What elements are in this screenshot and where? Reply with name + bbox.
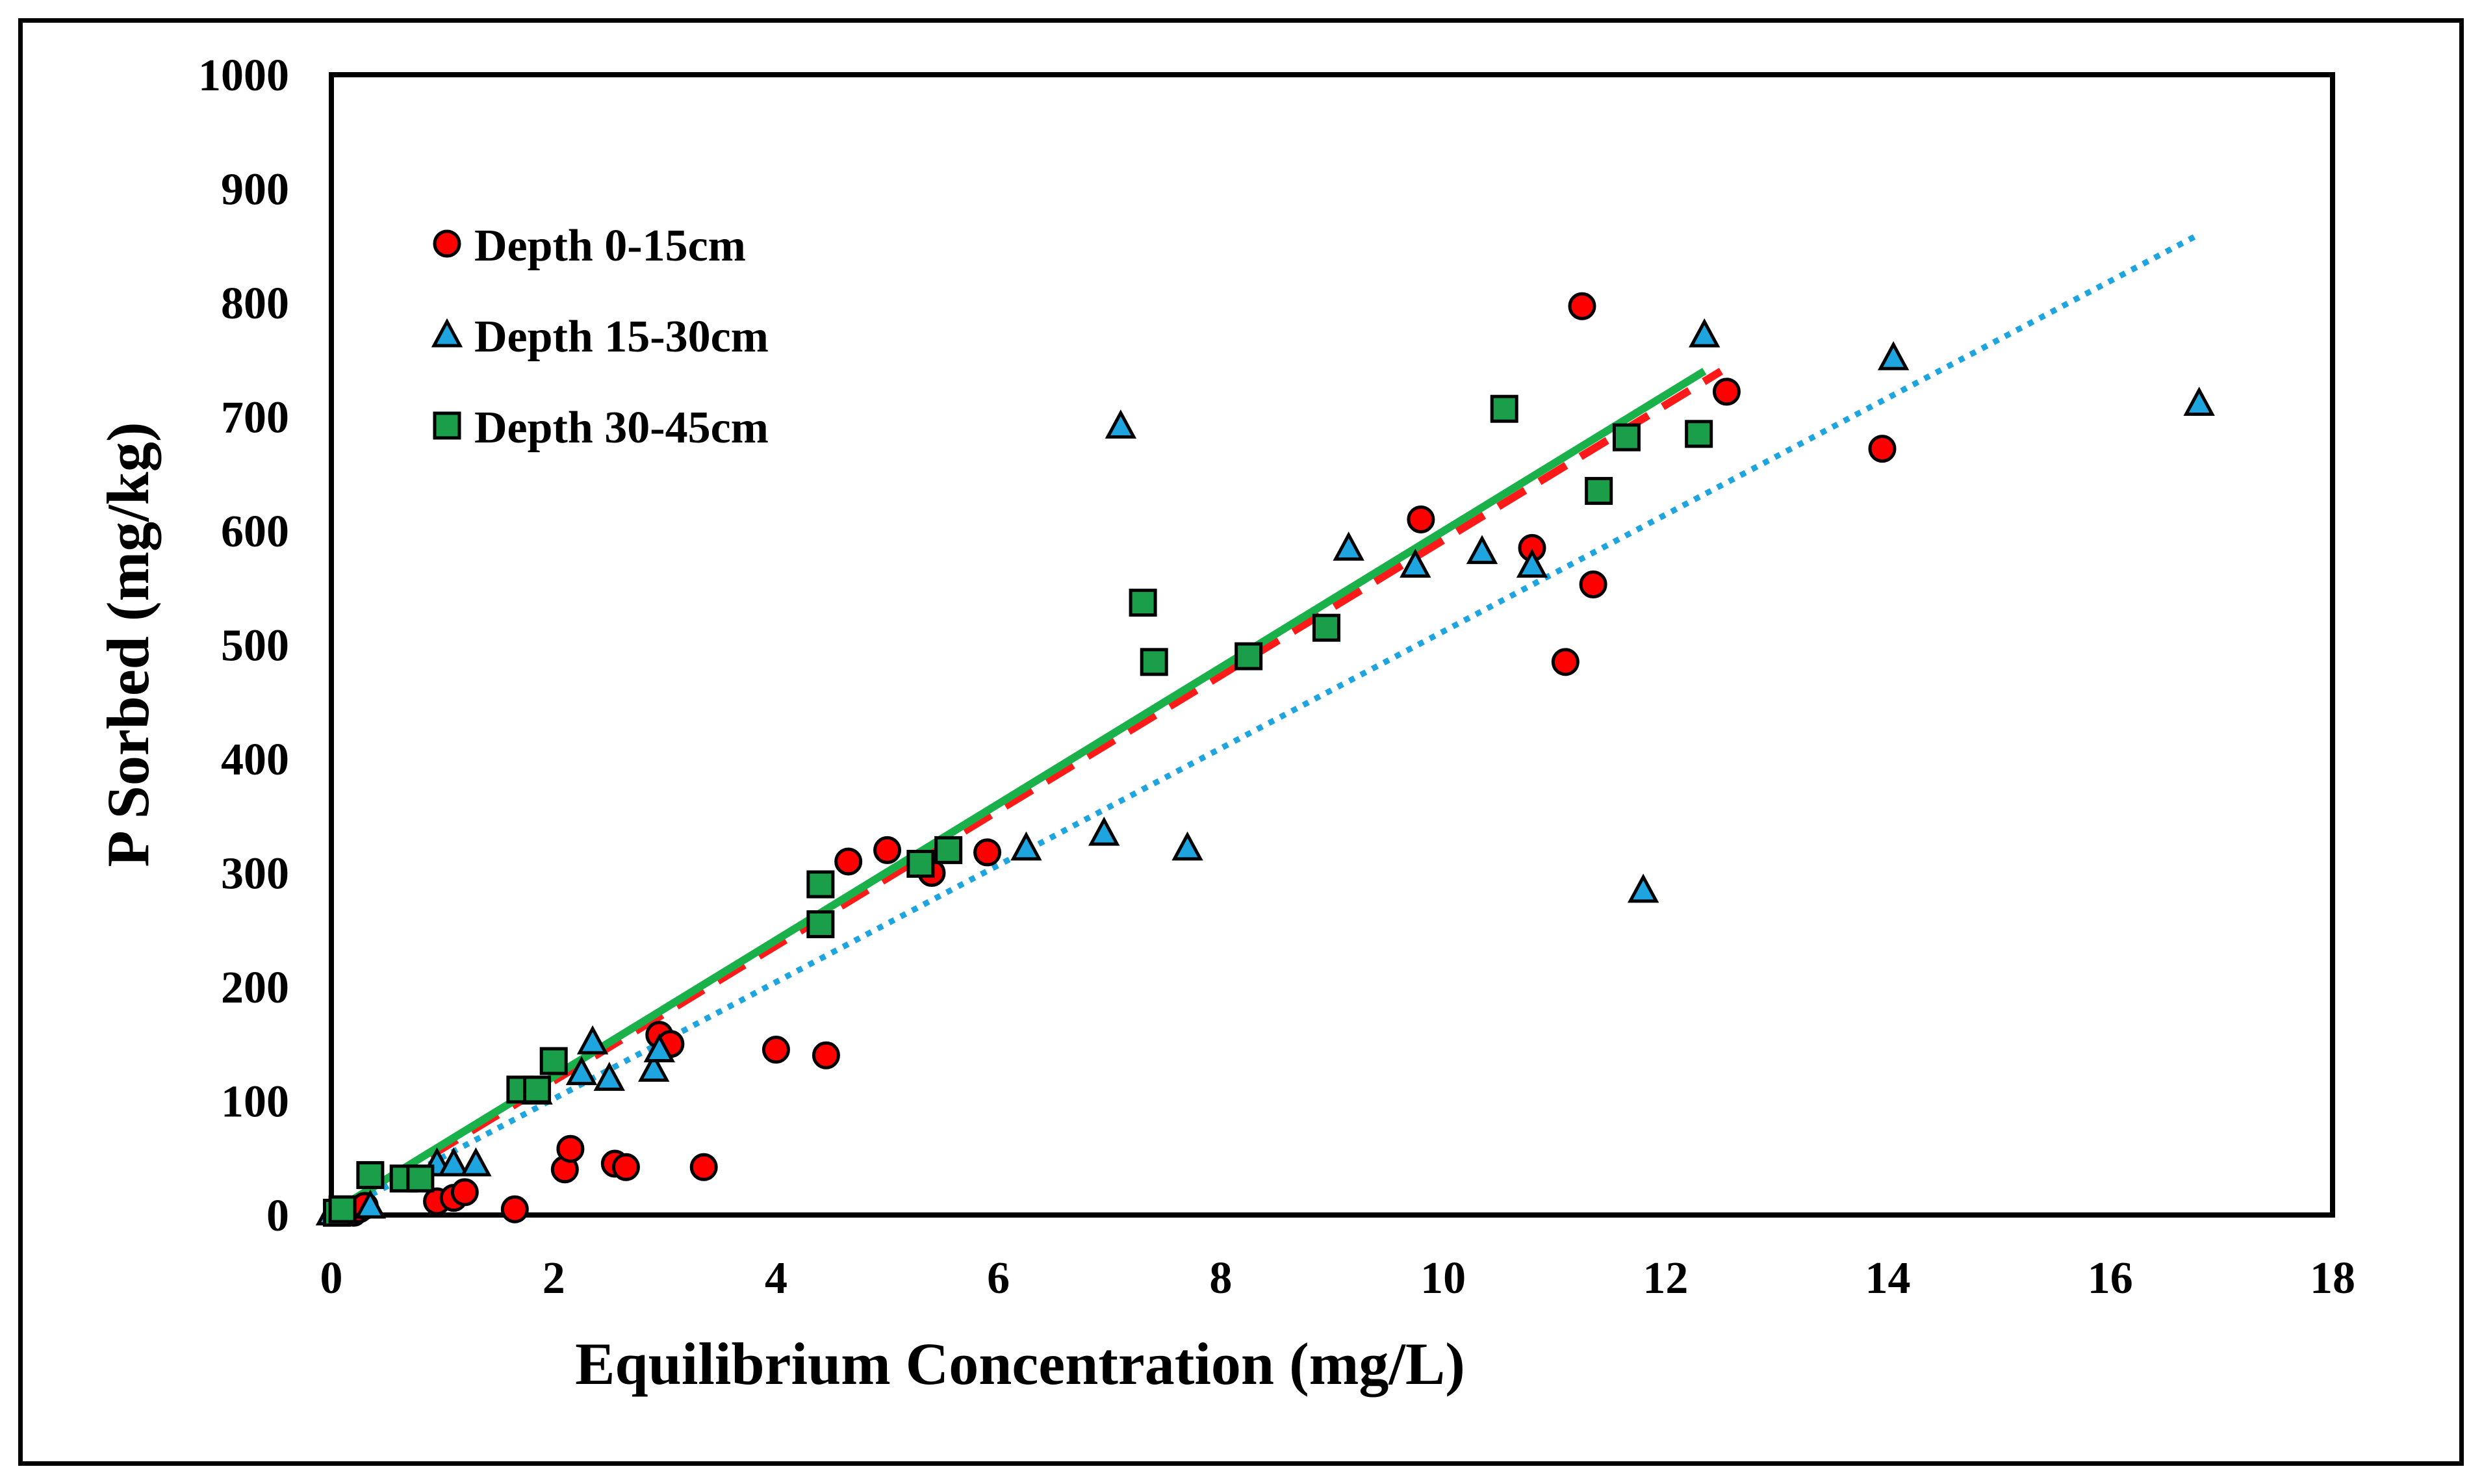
data-point-series-1 xyxy=(1407,505,1435,533)
data-point-series-3 xyxy=(539,1047,568,1075)
data-point-series-2 xyxy=(643,1033,675,1063)
y-tick-label: 0 xyxy=(266,1191,289,1241)
legend-marker-series-1 xyxy=(433,229,461,258)
y-tick-label: 600 xyxy=(221,507,289,557)
data-point-series-2 xyxy=(1105,409,1137,439)
data-point-series-3 xyxy=(406,1164,435,1193)
legend-label-series-2: Depth 15-30cm xyxy=(474,312,769,362)
x-tick-label: 8 xyxy=(1209,1253,1232,1303)
data-point-series-1 xyxy=(761,1036,790,1064)
data-point-series-3 xyxy=(1685,420,1713,448)
data-point-series-2 xyxy=(460,1147,492,1177)
data-point-series-1 xyxy=(611,1153,640,1181)
x-tick-label: 14 xyxy=(1865,1253,1911,1303)
y-tick-label: 800 xyxy=(221,279,289,329)
data-point-series-2 xyxy=(1333,531,1364,561)
y-tick-label: 200 xyxy=(221,963,289,1013)
y-tick-label: 400 xyxy=(221,735,289,785)
data-point-series-1 xyxy=(812,1041,840,1069)
data-point-series-2 xyxy=(1627,873,1659,903)
data-point-series-2 xyxy=(1466,535,1498,565)
data-point-series-3 xyxy=(1235,642,1263,671)
x-tick-label: 4 xyxy=(765,1253,787,1303)
data-point-series-2 xyxy=(438,1147,470,1177)
data-point-series-1 xyxy=(556,1134,585,1163)
y-tick-label: 500 xyxy=(221,621,289,671)
legend-label-series-1: Depth 0-15cm xyxy=(474,221,746,271)
x-tick-label: 2 xyxy=(543,1253,565,1303)
x-tick-label: 18 xyxy=(2310,1253,2355,1303)
data-point-series-2 xyxy=(1516,548,1548,578)
data-point-series-3 xyxy=(328,1195,357,1223)
data-point-series-2 xyxy=(576,1025,609,1055)
y-tick-label: 700 xyxy=(221,393,289,443)
x-tick-label: 10 xyxy=(1420,1253,1466,1303)
x-tick-label: 6 xyxy=(987,1253,1010,1303)
y-tick-labels: 0 100 200 300 400 500 600 700 800 900 1000 xyxy=(198,51,289,1241)
legend-label-series-3: Depth 30-45cm xyxy=(474,403,769,453)
data-point-series-1 xyxy=(834,847,863,876)
data-point-series-1 xyxy=(873,836,902,864)
data-point-series-1 xyxy=(1579,570,1607,598)
data-point-series-2 xyxy=(565,1056,598,1086)
y-axis-title: P Sorbed (mg/kg) xyxy=(95,422,161,867)
y-tick-label: 1000 xyxy=(198,51,289,101)
data-point-series-3 xyxy=(934,836,963,864)
data-point-series-2 xyxy=(593,1062,625,1091)
y-tick-label: 900 xyxy=(221,165,289,215)
x-tick-label: 16 xyxy=(2088,1253,2133,1303)
legend-marker-series-2 xyxy=(431,318,463,348)
data-point-series-1 xyxy=(450,1178,479,1207)
x-tick-label: 12 xyxy=(1643,1253,1688,1303)
data-point-series-3 xyxy=(356,1161,385,1190)
data-point-series-2 xyxy=(354,1189,387,1219)
data-point-series-2 xyxy=(2183,387,2215,416)
legend-marker-series-3 xyxy=(433,411,461,440)
data-point-series-1 xyxy=(1712,377,1741,406)
data-point-series-2 xyxy=(1088,816,1120,846)
data-point-series-2 xyxy=(1010,831,1042,861)
data-point-series-3 xyxy=(806,870,835,899)
x-tick-labels: 0 2 4 6 8 10 12 14 16 18 xyxy=(320,1253,2356,1303)
data-point-series-2 xyxy=(1171,831,1203,861)
data-point-series-3 xyxy=(1585,477,1613,505)
data-point-series-1 xyxy=(689,1153,718,1181)
data-point-series-2 xyxy=(1400,548,1431,578)
data-point-series-3 xyxy=(1129,589,1157,617)
data-point-series-1 xyxy=(500,1195,529,1223)
legend: Depth 0-15cm Depth 15-30cm Depth 30-45cm xyxy=(431,221,769,453)
data-point-series-2 xyxy=(1689,318,1721,348)
data-point-series-3 xyxy=(906,849,935,878)
data-point-series-3 xyxy=(1490,394,1518,423)
data-point-series-3 xyxy=(1612,423,1641,452)
data-point-series-3 xyxy=(806,910,835,938)
data-point-series-1 xyxy=(1868,435,1897,463)
data-points xyxy=(315,292,2215,1227)
x-tick-label: 0 xyxy=(320,1253,343,1303)
y-tick-label: 300 xyxy=(221,849,289,899)
data-point-series-1 xyxy=(1568,292,1596,320)
data-point-series-2 xyxy=(638,1053,670,1082)
data-point-series-1 xyxy=(973,838,1002,867)
x-axis-title: Equilibrium Concentration (mg/L) xyxy=(575,1331,1465,1397)
data-point-series-3 xyxy=(1312,613,1340,642)
data-point-series-3 xyxy=(523,1075,552,1104)
data-point-series-1 xyxy=(1551,648,1580,676)
data-point-series-3 xyxy=(1140,648,1168,676)
data-point-series-2 xyxy=(1877,340,1910,370)
y-tick-label: 100 xyxy=(221,1077,289,1127)
